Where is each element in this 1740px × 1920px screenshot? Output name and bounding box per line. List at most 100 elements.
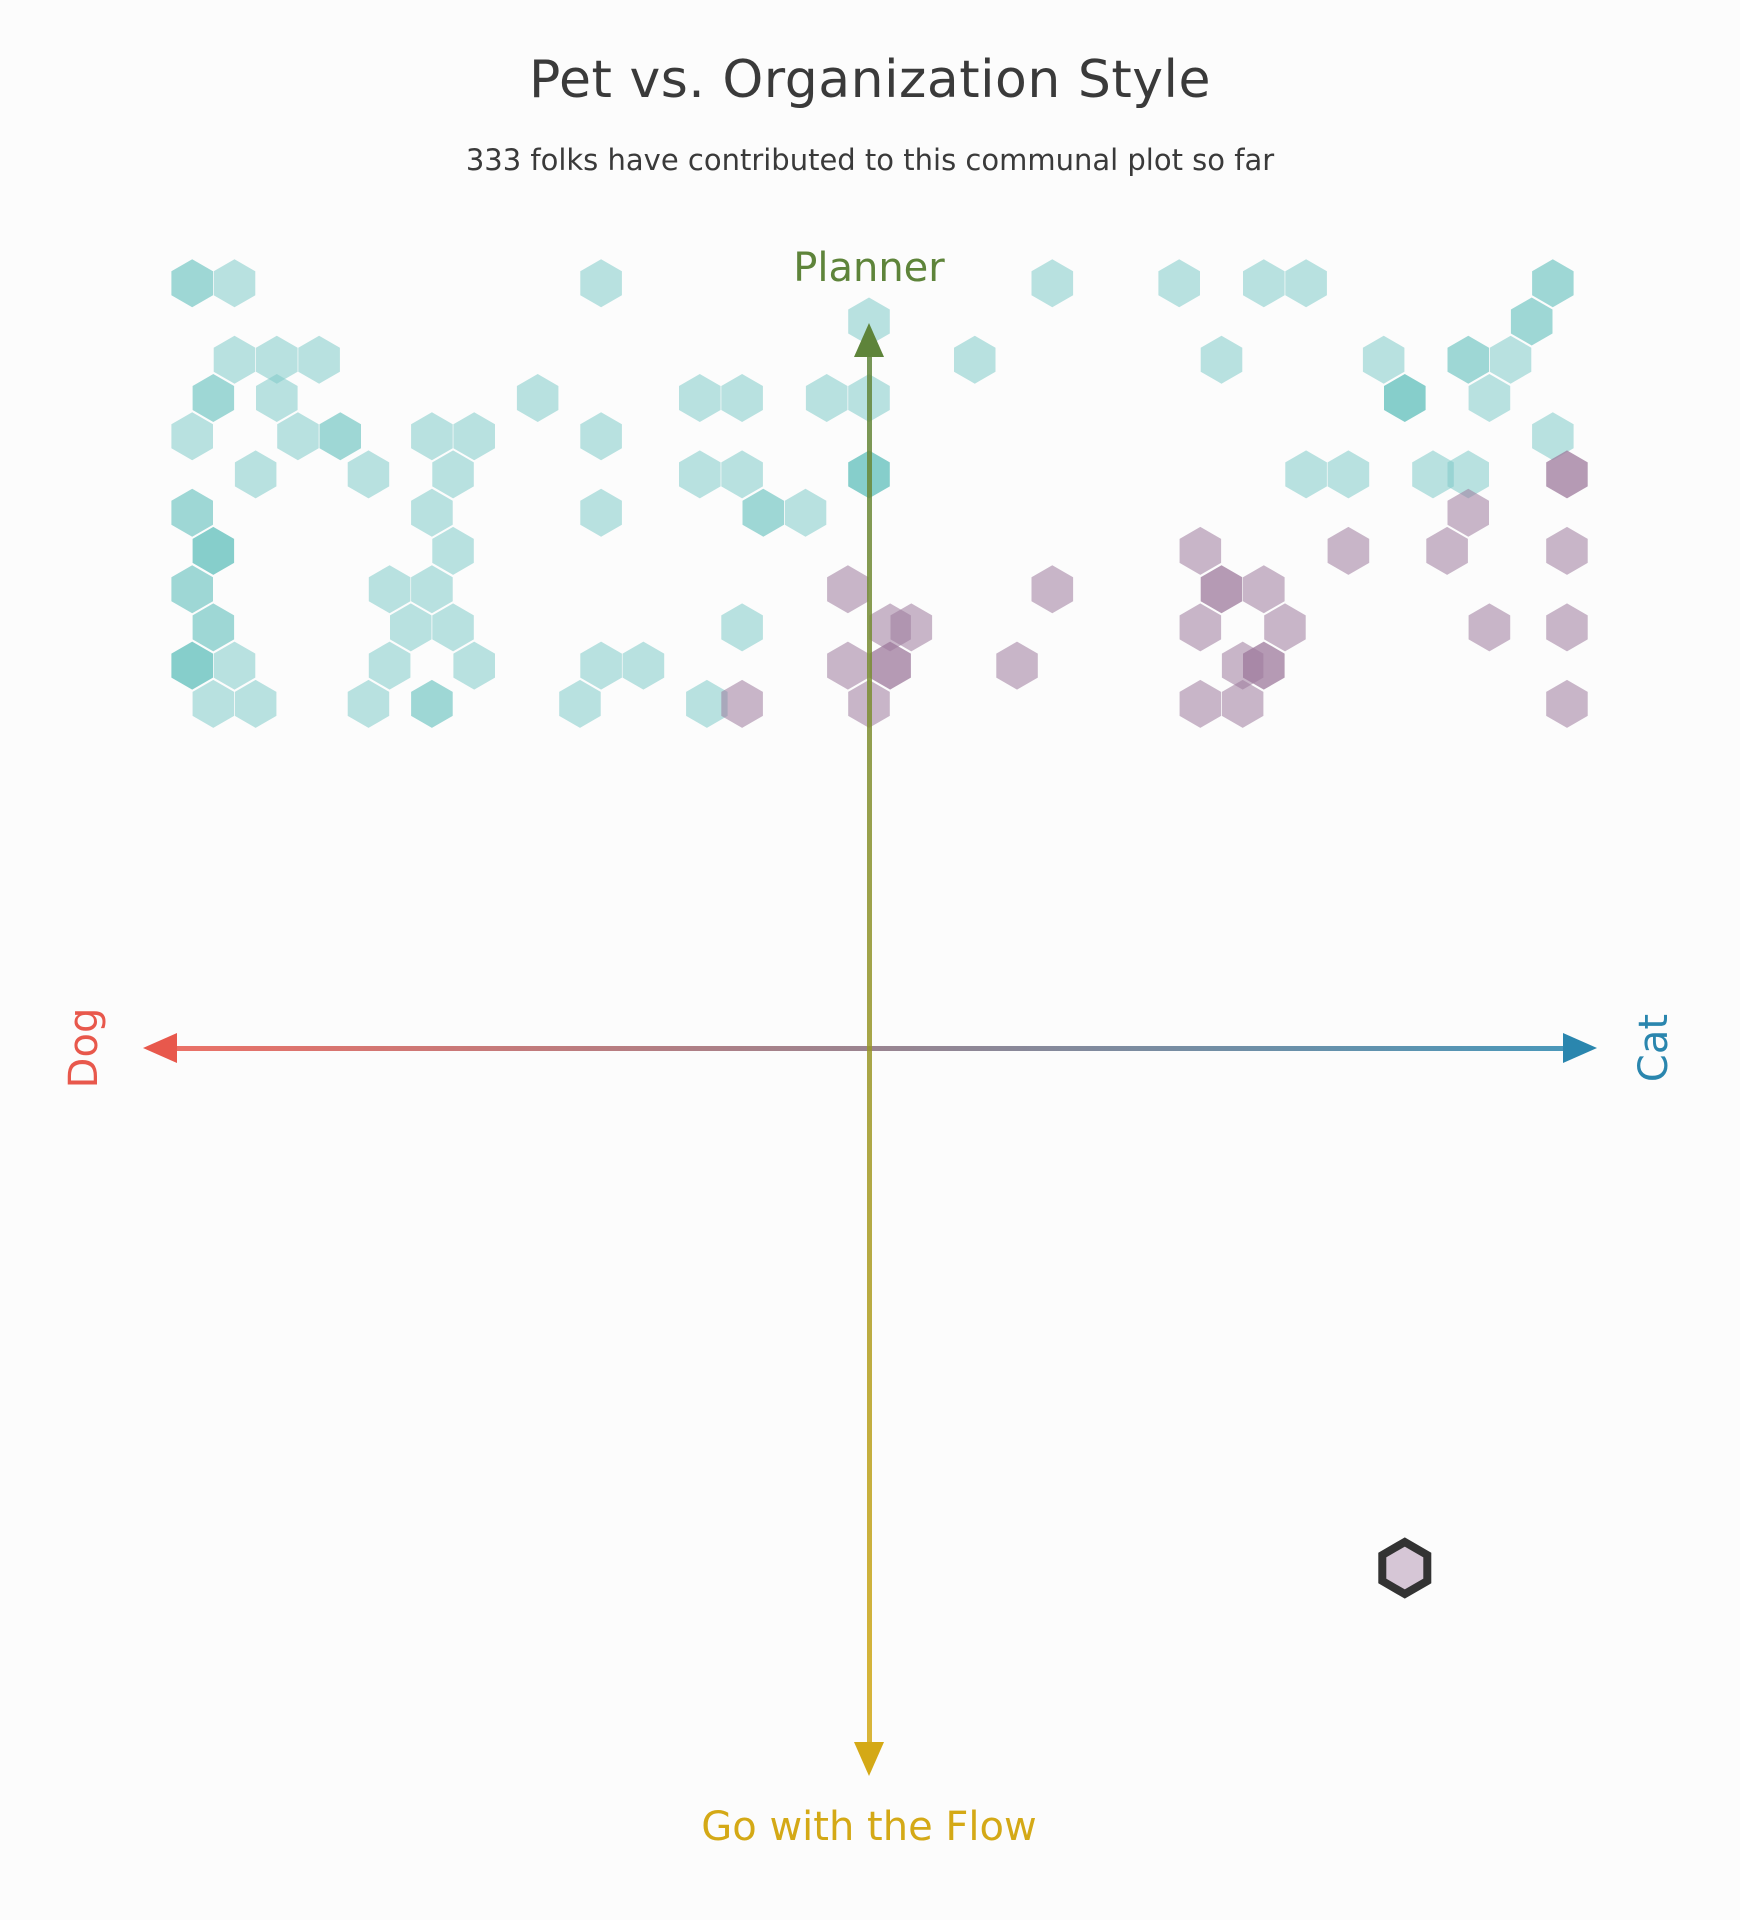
- hex-cell: [580, 641, 622, 690]
- hex-cell: [319, 412, 361, 461]
- hex-cell: [679, 374, 721, 422]
- arrow-right-icon: [1563, 1033, 1597, 1063]
- highlighted-hex-cell: [1378, 1537, 1432, 1599]
- hex-cell: [559, 679, 601, 728]
- hex-cell: [1546, 679, 1588, 728]
- highlight-layer: [1378, 1537, 1432, 1599]
- hex-cell: [827, 565, 869, 614]
- axis-label-bottom: Go with the Flow: [701, 1804, 1036, 1850]
- hex-cell: [1158, 259, 1200, 308]
- hex-cell: [213, 335, 256, 384]
- hex-cell: [1447, 335, 1489, 384]
- hex-cell: [580, 488, 622, 537]
- hex-cell: [1447, 450, 1489, 499]
- hex-cell: [453, 412, 495, 461]
- hex-cell: [1179, 679, 1222, 728]
- axes: [143, 323, 1597, 1776]
- hex-cell: [1532, 412, 1574, 461]
- hex-cell: [1327, 450, 1370, 499]
- hex-cell: [805, 374, 848, 422]
- hex-cell: [1285, 259, 1327, 308]
- hex-cell: [298, 335, 340, 384]
- hex-cell: [721, 450, 763, 499]
- axis-label-right: Cat: [1631, 1014, 1677, 1082]
- hex-cell: [1031, 259, 1074, 308]
- hex-cell: [347, 450, 390, 499]
- hex-cell: [432, 603, 474, 652]
- hex-cell: [686, 679, 728, 728]
- hex-cells-layer: [171, 259, 1588, 728]
- hex-cell: [192, 374, 235, 422]
- hex-cell: [954, 335, 996, 384]
- hex-cell: [192, 679, 235, 728]
- hex-cell: [1264, 603, 1306, 652]
- hex-cell: [1412, 450, 1454, 499]
- hex-cell: [411, 565, 453, 614]
- hex-cell: [277, 412, 319, 461]
- hex-cell: [432, 450, 474, 499]
- hex-cell: [1546, 526, 1588, 575]
- hex-cell: [213, 641, 256, 690]
- hex-cell: [234, 450, 277, 499]
- axis-label-left: Dog: [61, 1008, 107, 1089]
- hex-cell: [890, 603, 933, 652]
- hex-cell: [1468, 603, 1511, 652]
- hex-cell: [1546, 603, 1588, 652]
- hex-cell: [1532, 259, 1574, 308]
- hex-cell: [192, 526, 235, 575]
- hex-cell: [1510, 297, 1553, 346]
- hex-cell: [1489, 335, 1532, 384]
- hex-cell: [368, 641, 411, 690]
- hex-cell: [1285, 450, 1327, 499]
- hex-cell: [192, 603, 235, 652]
- hex-cell: [784, 488, 827, 537]
- hex-cell: [1031, 565, 1074, 614]
- hex-cell: [721, 374, 763, 422]
- hex-cell: [1243, 259, 1285, 308]
- hex-cell: [1243, 641, 1285, 690]
- hex-cell: [411, 412, 453, 461]
- hex-cell: [721, 679, 763, 728]
- hex-cell: [256, 335, 298, 384]
- arrow-up-icon: [854, 323, 884, 357]
- hex-cell: [1546, 450, 1588, 499]
- hex-cell: [171, 488, 213, 537]
- hex-cell: [234, 679, 277, 728]
- hex-cell: [516, 374, 559, 422]
- hex-cell: [1384, 374, 1426, 422]
- hex-cell: [1243, 565, 1285, 614]
- hex-cell: [1426, 526, 1468, 575]
- arrow-down-icon: [854, 1742, 884, 1776]
- hex-cell: [580, 259, 622, 308]
- hex-cell: [347, 679, 390, 728]
- axis-label-top: Planner: [793, 245, 945, 291]
- hex-cell: [1179, 603, 1222, 652]
- hex-cell: [171, 641, 213, 690]
- hex-cell: [622, 641, 665, 690]
- chart-subtitle: 333 folks have contributed to this commu…: [465, 143, 1275, 177]
- hex-cell: [1200, 335, 1243, 384]
- hex-cell: [171, 412, 213, 461]
- hex-cell: [390, 603, 432, 652]
- hex-cell: [848, 297, 890, 346]
- hex-cell: [1221, 679, 1264, 728]
- hex-cell: [171, 565, 213, 614]
- chart-title: Pet vs. Organization Style: [529, 50, 1211, 110]
- hex-cell: [1200, 565, 1243, 614]
- hex-cell: [580, 412, 622, 461]
- hex-cell: [1447, 488, 1489, 537]
- hex-cell: [432, 526, 474, 575]
- hex-cell: [996, 641, 1038, 690]
- hex-cell: [1179, 526, 1222, 575]
- hex-cell: [742, 488, 784, 537]
- hex-cell: [368, 565, 411, 614]
- hex-cell: [1327, 526, 1370, 575]
- hex-cell: [411, 679, 453, 728]
- hex-cell: [213, 259, 256, 308]
- hex-cell: [1362, 335, 1405, 384]
- arrow-left-icon: [143, 1033, 177, 1063]
- hex-cell: [1468, 374, 1511, 422]
- hex-cell: [411, 488, 453, 537]
- hex-cell: [453, 641, 495, 690]
